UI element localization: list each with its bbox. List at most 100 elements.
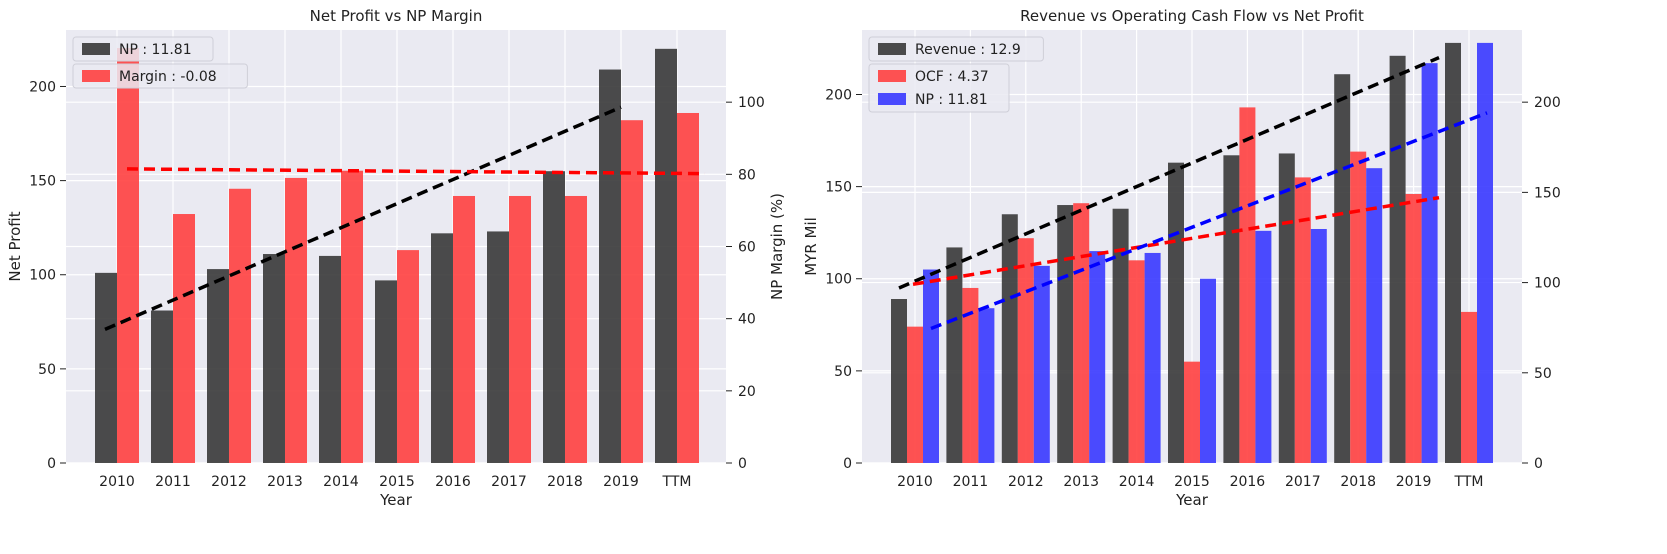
y2-tick-label: 100 xyxy=(738,95,765,111)
x-tick-label: 2015 xyxy=(1174,474,1210,490)
x-axis-label: Year xyxy=(379,491,413,509)
bar-np-2018 xyxy=(543,171,565,463)
bar-np-TTM xyxy=(1477,42,1493,463)
y-tick-label: 50 xyxy=(38,362,56,378)
y-tick-label: 0 xyxy=(843,456,852,472)
bar-np-2018 xyxy=(1366,168,1383,464)
legend-swatch xyxy=(82,70,110,82)
bar-ocf-2012 xyxy=(1017,238,1034,463)
bar-np-2017 xyxy=(1310,228,1327,463)
bar-np-2019 xyxy=(1421,63,1438,464)
y-tick-label: 200 xyxy=(825,87,852,103)
legend-label: OCF : 4.37 xyxy=(915,69,989,85)
x-tick-label: 2011 xyxy=(155,474,191,490)
x-tick-label: 2017 xyxy=(1285,474,1321,490)
trend-line-revenue xyxy=(898,56,1440,290)
bar-ocf-TTM xyxy=(1461,311,1477,463)
x-tick-label: 2012 xyxy=(1008,474,1044,490)
bar-np-2014 xyxy=(319,255,341,463)
legend-label: Revenue : 12.9 xyxy=(915,42,1021,58)
bar-revenue-2018 xyxy=(1334,74,1351,463)
bar-np-2013 xyxy=(1089,251,1106,463)
bar-np-2011 xyxy=(151,310,173,463)
bar-np-2010 xyxy=(95,272,117,463)
legend-label: Margin : -0.08 xyxy=(119,69,217,85)
y2-tick-label: 20 xyxy=(738,384,756,400)
x-tick-label: 2014 xyxy=(1119,474,1155,490)
legend-swatch xyxy=(878,43,906,55)
y-tick-label: 150 xyxy=(29,174,56,190)
y-tick-label: 100 xyxy=(29,268,56,284)
trend-line-np xyxy=(930,111,1488,331)
bar-np-2012 xyxy=(207,269,229,463)
x-tick-label: 2018 xyxy=(547,474,583,490)
bar-margin-2011 xyxy=(173,214,195,463)
bar-np-2014 xyxy=(1144,252,1161,463)
bar-margin-2010 xyxy=(117,48,139,464)
revenue-ocf-np-chart: 0 50 100 150 200 0 50 100 150 200 2010 2011 2012 2013… xyxy=(802,7,1561,509)
y2-axis-label: NP Margin (%) xyxy=(768,193,786,300)
bar-ocf-2018 xyxy=(1350,151,1367,463)
x-tick-label: 2017 xyxy=(491,474,527,490)
bar-np-2012 xyxy=(1033,265,1050,463)
legend-swatch xyxy=(82,43,110,55)
bar-np-2016 xyxy=(431,233,453,463)
y2-tick-label: 60 xyxy=(738,240,756,256)
bar-revenue-TTM xyxy=(1445,42,1461,463)
x-tick-label: 2014 xyxy=(323,474,359,490)
x-tick-label: 2016 xyxy=(435,474,471,490)
bar-revenue-2019 xyxy=(1389,55,1406,463)
bar-revenue-2014 xyxy=(1112,208,1129,463)
bar-np-TTM xyxy=(655,48,677,464)
bar-margin-2012 xyxy=(229,188,251,463)
bar-revenue-2017 xyxy=(1278,153,1295,464)
bar-np-2017 xyxy=(487,231,509,463)
y-tick-label: 200 xyxy=(29,79,56,95)
y2-tick-label: 100 xyxy=(1534,276,1561,292)
bar-margin-2015 xyxy=(397,250,419,463)
bar-np-2015 xyxy=(1200,278,1216,463)
x-tick-label: 2019 xyxy=(603,474,639,490)
trend-line-np xyxy=(104,105,622,331)
y-tick-label: 100 xyxy=(825,272,852,288)
x-tick-label: 2011 xyxy=(953,474,989,490)
bar-margin-2017 xyxy=(509,195,531,463)
x-tick-label: 2012 xyxy=(211,474,247,490)
x-tick-label: 2018 xyxy=(1340,474,1376,490)
bar-revenue-2016 xyxy=(1223,155,1240,463)
bar-revenue-2013 xyxy=(1057,205,1074,464)
x-tick-label: 2015 xyxy=(379,474,415,490)
y-tick-label: 150 xyxy=(825,180,852,196)
bar-revenue-2011 xyxy=(946,247,963,463)
y2-tick-label: 0 xyxy=(1534,456,1543,472)
bar-ocf-2010 xyxy=(907,326,923,463)
bar-ocf-2014 xyxy=(1128,260,1145,463)
bar-revenue-2015 xyxy=(1168,162,1184,464)
y2-tick-label: 50 xyxy=(1534,366,1552,382)
bar-np-2019 xyxy=(599,69,621,463)
y-axis-label: MYR Mil xyxy=(802,217,820,276)
trend-line-margin xyxy=(126,167,706,176)
legend-swatch xyxy=(878,70,906,82)
x-tick-label: 2010 xyxy=(99,474,135,490)
x-axis-label: Year xyxy=(1175,491,1209,509)
bar-ocf-2017 xyxy=(1294,177,1311,464)
y2-tick-label: 40 xyxy=(738,312,756,328)
bar-ocf-2015 xyxy=(1184,361,1200,463)
x-tick-label: 2016 xyxy=(1230,474,1266,490)
bar-np-2010 xyxy=(923,269,939,463)
trend-line-ocf xyxy=(912,195,1440,286)
bar-margin-2014 xyxy=(341,170,363,463)
bar-ocf-2016 xyxy=(1239,107,1256,463)
y2-tick-label: 150 xyxy=(1534,185,1561,201)
y-tick-label: 0 xyxy=(47,456,56,472)
x-tick-label: 2013 xyxy=(1063,474,1099,490)
y-axis-label: Net Profit xyxy=(6,211,24,281)
y2-tick-label: 0 xyxy=(738,456,747,472)
bar-revenue-2012 xyxy=(1001,214,1018,463)
bar-margin-2019 xyxy=(621,120,643,463)
chart-title: Net Profit vs NP Margin xyxy=(310,7,483,25)
bar-np-2016 xyxy=(1255,230,1272,463)
legend-box xyxy=(72,63,248,89)
